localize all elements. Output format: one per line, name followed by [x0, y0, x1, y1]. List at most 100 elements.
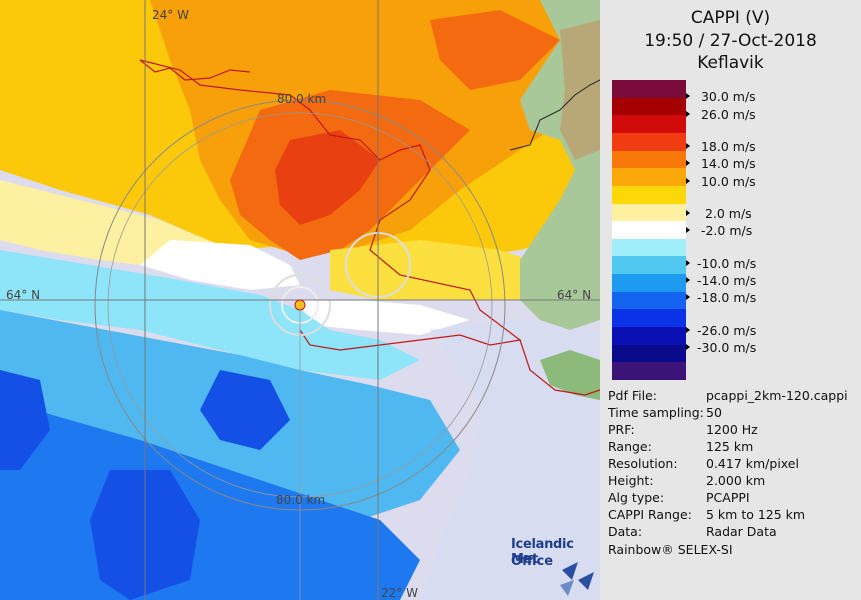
- scale-tick: 18.0 m/s: [686, 138, 756, 154]
- tick-marker-icon: [686, 160, 690, 166]
- scale-tick-label: 10.0 m/s: [697, 173, 756, 189]
- echo-dark-blue-2: [200, 370, 290, 450]
- scale-swatch: [612, 362, 686, 381]
- metadata-value: 2.000 km: [706, 473, 766, 488]
- scale-tick-label: 26.0 m/s: [697, 106, 756, 122]
- metadata-value: PCAPPI: [706, 490, 750, 505]
- info-panel: CAPPI (V) 19:50 / 27-Oct-2018 Keflavik 3…: [600, 0, 861, 600]
- metadata-row: Pdf File: pcappi_2km-120.cappi: [608, 388, 858, 404]
- scale-swatch: [612, 291, 686, 310]
- metadata-row: Resolution: 0.417 km/pixel: [608, 456, 858, 472]
- tick-marker-icon: [686, 178, 690, 184]
- scale-tick-label: 30.0 m/s: [697, 88, 756, 104]
- echo-yellow-center: [330, 240, 560, 300]
- longitude-label-top: 24° W: [152, 8, 189, 22]
- scale-tick: 26.0 m/s: [686, 106, 756, 122]
- metadata-row: Height: 2.000 km: [608, 473, 858, 489]
- range-ring-label-north: 80.0 km: [277, 92, 327, 106]
- metadata-key: Alg type:: [608, 490, 665, 505]
- product-datetime: 19:50 / 27-Oct-2018: [644, 31, 817, 51]
- metadata-value: 0.417 km/pixel: [706, 456, 799, 471]
- scale-tick-label: 2.0 m/s: [697, 205, 752, 221]
- range-ring-label-south: 80.0 km: [276, 493, 326, 507]
- metadata-key: Range:: [608, 439, 652, 454]
- metadata-key: Time sampling:: [608, 405, 704, 420]
- metadata-value: 5 km to 125 km: [706, 507, 806, 522]
- land-highlands: [560, 20, 600, 160]
- scale-swatch: [612, 132, 686, 152]
- scale-tick: -10.0 m/s: [686, 256, 756, 271]
- radar-map: 24° W 22° W 64° N 64° N 80.0 km 80.0 km …: [0, 0, 600, 600]
- latitude-label-right: 64° N: [557, 288, 592, 302]
- tick-marker-icon: [686, 210, 690, 216]
- coastline-black: [509, 79, 600, 151]
- scale-tick-label: -18.0 m/s: [697, 289, 757, 305]
- scale-tick-label: 14.0 m/s: [697, 155, 756, 171]
- scale-tick: 30.0 m/s: [686, 88, 756, 104]
- metadata-row: Time sampling: 50: [608, 405, 858, 421]
- scale-tick: -18.0 m/s: [686, 289, 757, 305]
- metadata-value: 125 km: [706, 439, 754, 454]
- metadata-row: Data: Radar Data: [608, 524, 858, 540]
- echo-red-core: [275, 130, 380, 225]
- imo-logo-chevrons: [560, 562, 594, 596]
- metadata-key: Data:: [608, 524, 643, 539]
- metadata-value: 50: [706, 405, 722, 420]
- echo-dark-blue-3: [0, 370, 50, 470]
- color-scale: [612, 80, 686, 381]
- scale-swatch: [612, 327, 686, 346]
- coastline-north: [139, 59, 522, 351]
- tick-marker-icon: [686, 143, 690, 149]
- echo-red-upper: [430, 10, 560, 90]
- scale-swatch: [612, 344, 686, 363]
- scale-tick: -2.0 m/s: [686, 222, 753, 238]
- scale-swatch: [612, 168, 686, 187]
- metadata-key: Pdf File:: [608, 388, 657, 403]
- metadata-row: Alg type: PCAPPI: [608, 490, 858, 506]
- latitude-label-left: 64° N: [6, 288, 41, 302]
- tick-marker-icon: [686, 294, 690, 300]
- tick-marker-icon: [686, 260, 690, 266]
- scale-swatch: [612, 203, 686, 222]
- metadata-value: 1200 Hz: [706, 422, 758, 437]
- scale-swatch: [612, 150, 686, 169]
- scale-swatch: [612, 185, 686, 205]
- metadata-key: Height:: [608, 473, 654, 488]
- echo-white-zero: [140, 240, 300, 290]
- metadata-value: pcappi_2km-120.cappi: [706, 388, 848, 403]
- echo-white-east: [300, 300, 470, 335]
- product-title: CAPPI (V): [690, 8, 771, 28]
- metadata-value: Radar Data: [706, 524, 777, 539]
- scale-tick: -26.0 m/s: [686, 323, 756, 338]
- tick-marker-icon: [686, 327, 690, 333]
- scale-tick-label: 18.0 m/s: [697, 138, 756, 154]
- scale-tick-label: -2.0 m/s: [697, 222, 753, 238]
- product-location: Keflavik: [697, 53, 764, 73]
- scale-swatch: [612, 97, 686, 116]
- scale-tick-label: -30.0 m/s: [697, 339, 757, 355]
- coastline-east: [519, 339, 600, 396]
- imo-logo-text-2: Office: [511, 554, 554, 569]
- imo-logo-text-1: Icelandic Met: [511, 537, 574, 567]
- metadata-key: PRF:: [608, 422, 635, 437]
- metadata-key: CAPPI Range:: [608, 507, 692, 522]
- scale-tick: -30.0 m/s: [686, 339, 757, 355]
- scale-swatch: [612, 221, 686, 240]
- software-credit: Rainbow® SELEX-SI: [608, 542, 733, 557]
- scale-swatch: [612, 274, 686, 293]
- tick-marker-icon: [686, 93, 690, 99]
- scale-tick: 10.0 m/s: [686, 173, 756, 189]
- tick-marker-icon: [686, 227, 690, 233]
- metadata-row: CAPPI Range: 5 km to 125 km: [608, 507, 858, 523]
- scale-swatch: [612, 80, 686, 99]
- longitude-label-bottom: 22° W: [381, 586, 418, 600]
- scale-tick: 2.0 m/s: [686, 205, 752, 221]
- radar-map-svg: [0, 0, 600, 600]
- land-peninsula: [540, 350, 600, 400]
- coastline-upper: [139, 59, 251, 81]
- radar-site-marker: [294, 299, 306, 311]
- tick-marker-icon: [686, 344, 690, 350]
- tick-marker-icon: [686, 277, 690, 283]
- scale-tick: 14.0 m/s: [686, 155, 756, 171]
- echo-cyan: [0, 250, 420, 380]
